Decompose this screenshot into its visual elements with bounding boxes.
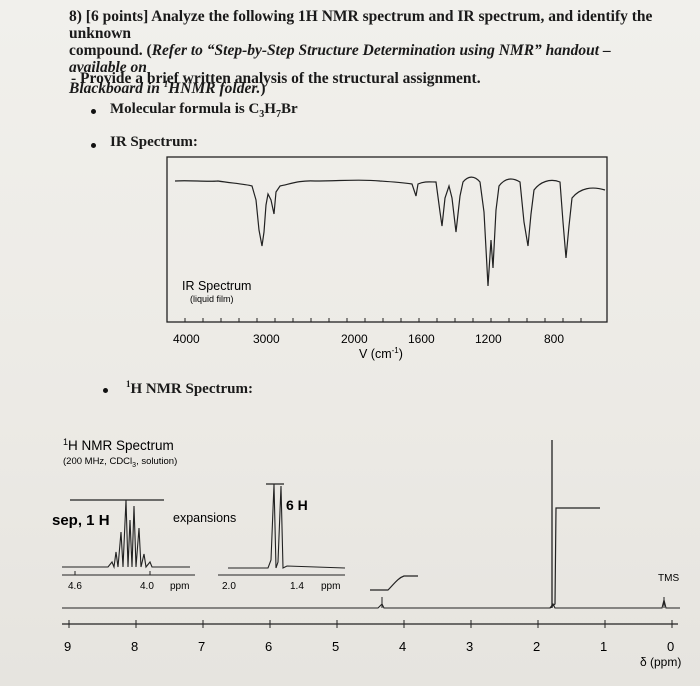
question-line-1: 8) [6 points] Analyze the following 1H N… (69, 8, 653, 42)
nmr-tick-6: 6 (265, 639, 272, 654)
ir-axis-label: V (cm-1) (359, 346, 403, 361)
ir-axis-label-sup: -1 (392, 346, 400, 355)
nmr-title: 1H NMR Spectrum (63, 437, 174, 453)
question-line-3-sup: 1 (163, 79, 169, 89)
six-h-label: 6 H (286, 497, 308, 513)
nmr-axis-ticks (68, 620, 673, 628)
formula-bullet: Molecular formula is C3H7Br (110, 101, 298, 120)
ir-tick-800: 800 (544, 332, 564, 346)
task-bold: brief written analysis of the structural… (146, 70, 481, 87)
exp2-tick-ppm: ppm (321, 581, 340, 592)
nmr-tick-0: 0 (667, 639, 674, 654)
ir-axis-label-end: ) (399, 347, 403, 361)
nmr-baseline (62, 599, 680, 609)
nmr-tick-8: 8 (131, 639, 138, 654)
ir-axis-label-main: V (cm (359, 347, 392, 361)
nmr-tick-2: 2 (533, 639, 540, 654)
question-line-2-start: compound. ( (69, 42, 152, 59)
ir-frame (166, 156, 608, 323)
ir-tick-2000: 2000 (341, 332, 368, 346)
exp1-tick-4.6: 4.6 (68, 581, 82, 592)
nmr-bullet: 1H NMR Spectrum: (126, 379, 253, 398)
nmr-tick-3: 3 (466, 639, 473, 654)
ir-tick-1600: 1600 (408, 332, 435, 346)
ir-bullet: IR Spectrum: (110, 134, 198, 150)
ir-title: IR Spectrum (182, 279, 251, 293)
doublet-expansion-trace (228, 483, 346, 569)
molecular-formula: C3H7Br (248, 101, 298, 120)
septet-expansion-trace (62, 499, 190, 570)
nmr-tick-1: 1 (600, 639, 607, 654)
nmr-conditions-sub: 3 (132, 462, 136, 469)
delta-ppm-label: δ (ppm) (640, 655, 681, 669)
task-instruction: - Provide a brief written analysis of th… (71, 70, 481, 88)
nmr-tick-5: 5 (332, 639, 339, 654)
nmr-conditions: (200 MHz, CDCl3, solution) (63, 456, 177, 469)
question-text: 8) [6 points] Analyze the following 1H N… (69, 8, 669, 97)
septet-label: sep, 1 H (52, 512, 110, 529)
bullet-dot-2 (91, 143, 96, 148)
nmr-title-main: H NMR Spectrum (68, 438, 174, 453)
expansions-label: expansions (173, 511, 236, 525)
ir-minor-ticks (166, 316, 582, 322)
bullet-dot-3 (103, 388, 108, 393)
ir-tick-4000: 4000 (173, 332, 200, 346)
nmr-tick-7: 7 (198, 639, 205, 654)
formula-label: Molecular formula is (110, 101, 249, 117)
exp1-tick-4.0: 4.0 (140, 581, 154, 592)
question-line-3-italic-b: HNMR folder. (168, 80, 261, 98)
nmr-tick-9: 9 (64, 639, 71, 654)
exp2-tick-1.4: 1.4 (290, 581, 304, 592)
exp1-tick-ppm: ppm (170, 581, 189, 592)
nmr-bullet-sup: 1 (126, 379, 131, 389)
integral-curve-6h (549, 507, 600, 609)
ir-trace (174, 176, 606, 287)
ir-tick-3000: 3000 (253, 332, 280, 346)
integral-curve-1h (370, 575, 418, 591)
bullet-dot-1 (91, 109, 96, 114)
nmr-conditions-main: (200 MHz, CDCl (63, 456, 132, 467)
ir-tick-1200: 1200 (475, 332, 502, 346)
nmr-conditions-end: , solution) (136, 456, 177, 467)
question-line-3-end: ) (260, 80, 266, 98)
nmr-title-sup: 1 (63, 437, 68, 447)
task-prefix: - Provide a (71, 70, 147, 87)
tms-label: TMS (658, 573, 679, 584)
question-line-2-italic: Refer to “Step-by-Step Structure Determi… (69, 42, 611, 76)
ir-subtitle: (liquid film) (190, 294, 234, 304)
question-line-3-italic-a: Blackboard in (69, 80, 164, 98)
nmr-bullet-label: H NMR Spectrum: (130, 381, 253, 397)
exp2-tick-2.0: 2.0 (222, 581, 236, 592)
nmr-tick-4: 4 (399, 639, 406, 654)
